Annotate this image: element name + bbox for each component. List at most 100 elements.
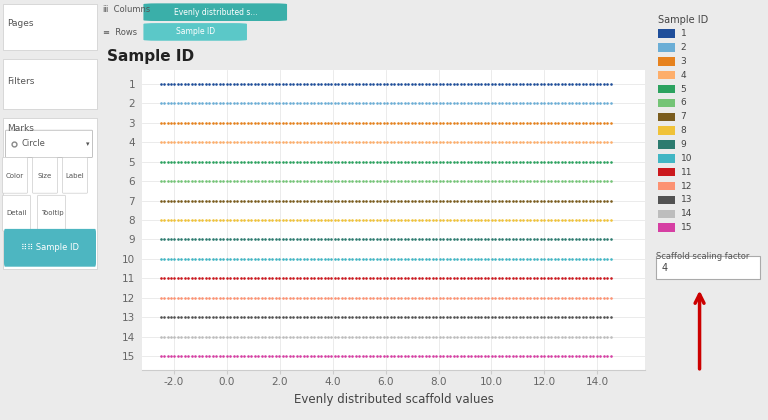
Point [210, 333, 223, 340]
Point [214, 314, 226, 321]
Point [197, 333, 209, 340]
Point [465, 353, 477, 360]
Point [475, 80, 488, 87]
Point [541, 197, 554, 204]
Point [507, 256, 519, 262]
Point [353, 333, 366, 340]
Point [263, 333, 275, 340]
Point [165, 217, 177, 223]
Point [419, 314, 432, 321]
Point [559, 178, 571, 184]
Point [175, 178, 187, 184]
Point [224, 275, 237, 282]
Point [478, 119, 491, 126]
Point [210, 314, 223, 321]
Point [584, 333, 596, 340]
Point [503, 139, 515, 145]
Point [573, 119, 585, 126]
Point [409, 178, 422, 184]
Point [238, 236, 250, 243]
Point [493, 158, 505, 165]
Point [493, 353, 505, 360]
Point [478, 314, 491, 321]
Point [364, 333, 376, 340]
Point [322, 353, 334, 360]
Point [441, 236, 453, 243]
Point [231, 275, 243, 282]
Point [441, 256, 453, 262]
Point [580, 256, 592, 262]
Point [535, 236, 547, 243]
Point [594, 178, 606, 184]
Point [263, 236, 275, 243]
Point [343, 80, 355, 87]
Point [426, 314, 439, 321]
Point [496, 256, 508, 262]
Bar [658, 99, 675, 107]
Point [326, 256, 338, 262]
Point [266, 139, 278, 145]
Point [207, 256, 219, 262]
Point [475, 236, 488, 243]
Point [238, 294, 250, 301]
Point [256, 217, 268, 223]
Point [465, 314, 477, 321]
Point [482, 353, 495, 360]
Point [204, 353, 216, 360]
Point [559, 314, 571, 321]
Point [458, 197, 470, 204]
Point [444, 256, 456, 262]
Point [493, 100, 505, 107]
Point [430, 333, 442, 340]
Point [197, 353, 209, 360]
Point [158, 333, 170, 340]
Point [168, 158, 180, 165]
Point [263, 158, 275, 165]
Point [235, 197, 247, 204]
Point [231, 178, 243, 184]
Point [287, 294, 300, 301]
Text: ⠿⠿ Sample ID: ⠿⠿ Sample ID [21, 243, 79, 252]
Point [392, 178, 404, 184]
Point [587, 353, 599, 360]
Point [297, 80, 310, 87]
Point [472, 80, 484, 87]
Point [311, 333, 323, 340]
Point [220, 275, 233, 282]
Point [357, 100, 369, 107]
Point [378, 80, 390, 87]
Point [548, 158, 561, 165]
Point [503, 256, 515, 262]
Point [249, 119, 261, 126]
Point [263, 139, 275, 145]
Point [311, 178, 323, 184]
Point [214, 119, 226, 126]
Point [297, 158, 310, 165]
Point [238, 158, 250, 165]
Point [297, 314, 310, 321]
Point [507, 197, 519, 204]
Point [402, 80, 415, 87]
Point [227, 178, 240, 184]
Point [478, 100, 491, 107]
Point [451, 314, 463, 321]
Point [175, 119, 187, 126]
Point [179, 100, 191, 107]
Point [472, 236, 484, 243]
Point [503, 178, 515, 184]
Point [287, 275, 300, 282]
Point [563, 158, 575, 165]
Point [259, 197, 271, 204]
Point [496, 353, 508, 360]
Point [245, 139, 257, 145]
Point [521, 275, 533, 282]
Point [154, 119, 167, 126]
Point [158, 353, 170, 360]
Point [249, 294, 261, 301]
Point [559, 100, 571, 107]
Point [186, 275, 198, 282]
Point [343, 275, 355, 282]
Point [577, 217, 589, 223]
Point [510, 158, 522, 165]
Point [462, 119, 474, 126]
